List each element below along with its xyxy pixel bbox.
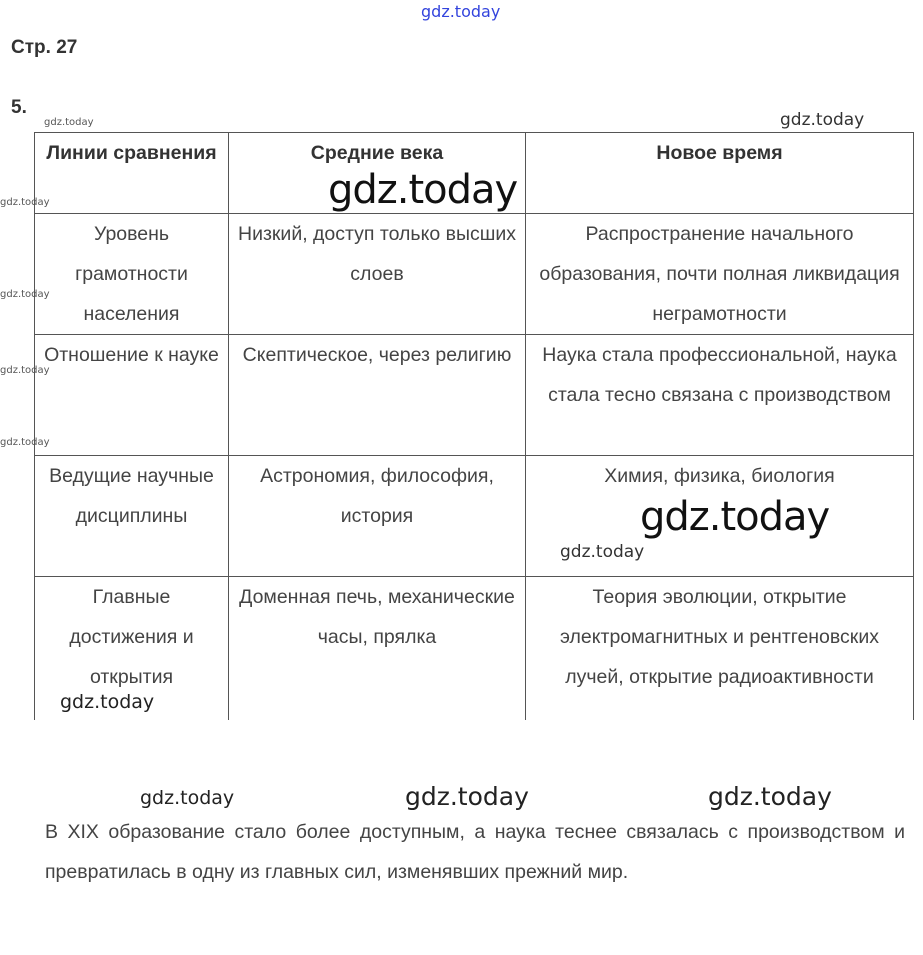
task-number: 5. [11, 97, 27, 118]
conclusion-text: В XIX образование стало более доступным,… [45, 821, 905, 883]
page-label: Стр. 27 [11, 37, 78, 58]
comparison-table: Линии сравнения Средние века Новое время… [34, 132, 914, 720]
table-cell: Теория эволюции, открытие электромагнитн… [525, 576, 914, 720]
watermark: gdz.today [44, 117, 94, 128]
watermark: gdz.today [0, 197, 50, 208]
watermark: gdz.today [640, 494, 830, 540]
table-header-row: Линии сравнения Средние века Новое время [34, 132, 914, 214]
header-cell: Новое время [525, 132, 914, 214]
table-cell: Низкий, доступ только высших слоев [228, 213, 526, 335]
watermark: gdz.today [780, 110, 865, 130]
table-row: Уровень грамотности населения Низкий, до… [34, 213, 914, 335]
watermark: gdz.today [560, 542, 645, 562]
table-cell: Ведущие научные дисциплины [34, 455, 229, 577]
watermark: gdz.today [405, 782, 529, 811]
table-row: Ведущие научные дисциплины Астрономия, ф… [34, 455, 914, 577]
watermark: gdz.today [0, 437, 50, 448]
table-cell: Распространение начального образования, … [525, 213, 914, 335]
header-cell: Средние века [228, 132, 526, 214]
header-cell: Линии сравнения [34, 132, 229, 214]
table-cell: Доменная печь, механические часы, прялка [228, 576, 526, 720]
table-cell: Скептическое, через религию [228, 334, 526, 456]
watermark: gdz.today [140, 787, 235, 809]
table-cell: Главные достижения и открытия [34, 576, 229, 720]
table-row: Отношение к науке Скептическое, через ре… [34, 334, 914, 456]
table-cell: Уровень грамотности населения [34, 213, 229, 335]
table-cell: Отношение к науке [34, 334, 229, 456]
watermark: gdz.today [0, 289, 50, 300]
watermark: gdz.today [708, 782, 832, 811]
watermark: gdz.today [421, 2, 501, 21]
watermark: gdz.today [0, 365, 50, 376]
table-row: Главные достижения и открытия Доменная п… [34, 576, 914, 720]
watermark: gdz.today [60, 691, 155, 713]
table-cell: Астрономия, философия, история [228, 455, 526, 577]
table-cell: Химия, физика, биология [525, 455, 914, 577]
table-cell: Наука стала профессиональной, наука стал… [525, 334, 914, 456]
watermark: gdz.today [328, 167, 518, 213]
